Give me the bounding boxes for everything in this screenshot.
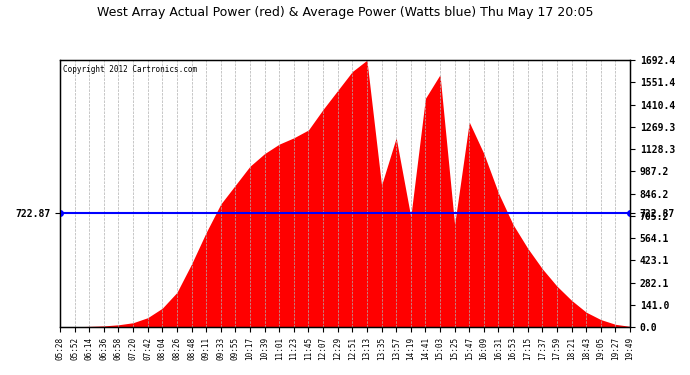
Text: Copyright 2012 Cartronics.com: Copyright 2012 Cartronics.com: [63, 66, 197, 75]
Text: West Array Actual Power (red) & Average Power (Watts blue) Thu May 17 20:05: West Array Actual Power (red) & Average …: [97, 6, 593, 19]
